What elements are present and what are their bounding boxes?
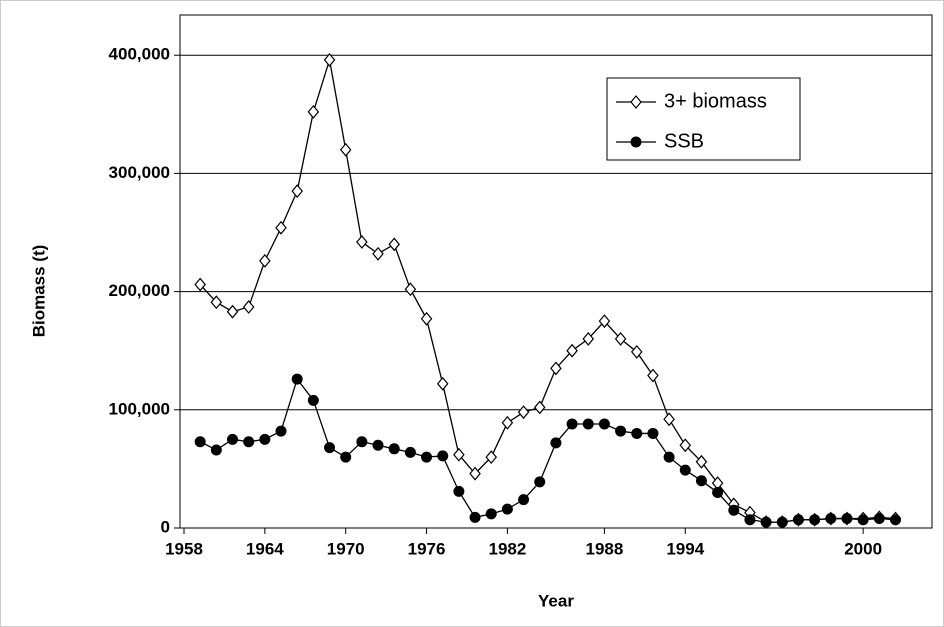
- data-point: [760, 516, 772, 528]
- data-point: [873, 513, 885, 525]
- data-point: [194, 436, 206, 448]
- data-point: [663, 412, 675, 427]
- data-point: [501, 503, 513, 515]
- data-point: [226, 304, 239, 319]
- data-point: [356, 436, 368, 448]
- data-point: [518, 494, 530, 506]
- data-point: [566, 418, 578, 430]
- data-point: [275, 220, 287, 235]
- data-point: [533, 400, 546, 415]
- x-tick-label: 2000: [844, 539, 882, 558]
- data-point: [404, 446, 416, 458]
- x-tick-label: 1964: [246, 539, 284, 558]
- data-point: [582, 331, 595, 346]
- data-point: [550, 437, 562, 449]
- data-point: [712, 487, 724, 499]
- data-point: [242, 300, 255, 314]
- data-point: [372, 246, 384, 261]
- y-axis-title: Biomass (t): [29, 245, 48, 338]
- plot-area: [179, 14, 933, 529]
- data-point: [339, 142, 352, 157]
- data-point: [679, 464, 691, 476]
- data-point: [679, 438, 692, 453]
- data-point: [630, 344, 643, 359]
- data-point: [566, 343, 578, 358]
- data-point: [614, 331, 627, 346]
- data-point: [501, 415, 514, 430]
- data-point: [469, 511, 481, 523]
- data-point: [210, 295, 223, 310]
- data-point: [420, 311, 433, 326]
- x-tick-label: 1970: [327, 539, 365, 558]
- data-point: [598, 418, 610, 430]
- data-point: [453, 485, 465, 497]
- data-point: [324, 442, 336, 454]
- data-point: [388, 237, 400, 252]
- data-point: [647, 427, 659, 439]
- data-point: [809, 514, 821, 526]
- data-point: [194, 277, 206, 292]
- y-tick-label: 300,000: [109, 163, 170, 182]
- y-tick-label: 200,000: [109, 281, 170, 300]
- data-point: [776, 516, 788, 528]
- data-point: [259, 253, 271, 268]
- data-point: [437, 450, 449, 462]
- y-tick-label: 400,000: [109, 45, 170, 64]
- data-point: [485, 508, 497, 520]
- data-point: [307, 104, 320, 119]
- x-tick-label: 1982: [488, 539, 526, 558]
- data-point: [582, 418, 594, 430]
- data-point: [485, 450, 498, 465]
- x-tick-label: 1994: [666, 539, 704, 558]
- x-tick-label: 1958: [165, 539, 203, 558]
- data-point: [728, 504, 740, 516]
- data-point: [291, 373, 303, 385]
- data-point: [695, 475, 707, 487]
- data-point: [372, 439, 384, 451]
- x-axis-title: Year: [538, 591, 574, 610]
- data-point: [889, 514, 901, 526]
- y-tick-label: 0: [161, 517, 170, 536]
- legend-marker: [630, 136, 642, 148]
- data-point: [356, 235, 368, 249]
- data-point: [469, 466, 481, 481]
- data-point: [550, 361, 562, 376]
- data-point: [841, 513, 853, 525]
- data-point: [243, 436, 255, 448]
- data-point: [453, 447, 465, 462]
- legend-label: SSB: [664, 130, 704, 152]
- data-point: [436, 376, 449, 391]
- data-point: [615, 425, 627, 437]
- legend-label: 3+ biomass: [664, 90, 767, 112]
- data-point: [744, 514, 756, 526]
- data-point: [210, 444, 222, 456]
- legend-marker: [630, 95, 642, 109]
- data-point: [340, 451, 352, 463]
- data-point: [825, 513, 837, 525]
- data-point: [291, 184, 303, 199]
- data-point: [421, 451, 433, 463]
- y-tick-label: 100,000: [109, 399, 170, 418]
- data-point: [227, 433, 239, 445]
- data-point: [275, 425, 287, 437]
- data-point: [307, 394, 319, 406]
- data-point: [598, 314, 611, 329]
- data-point: [631, 427, 643, 439]
- data-point: [388, 443, 400, 455]
- data-point: [259, 433, 271, 445]
- data-point: [404, 282, 417, 297]
- data-point: [792, 514, 804, 526]
- data-point: [517, 405, 530, 420]
- x-tick-label: 1988: [586, 539, 624, 558]
- data-point: [857, 514, 869, 526]
- data-point: [534, 476, 546, 488]
- data-point: [647, 368, 659, 383]
- data-point: [323, 52, 336, 67]
- data-point: [695, 454, 708, 469]
- x-tick-label: 1976: [408, 539, 446, 558]
- data-point: [663, 451, 675, 463]
